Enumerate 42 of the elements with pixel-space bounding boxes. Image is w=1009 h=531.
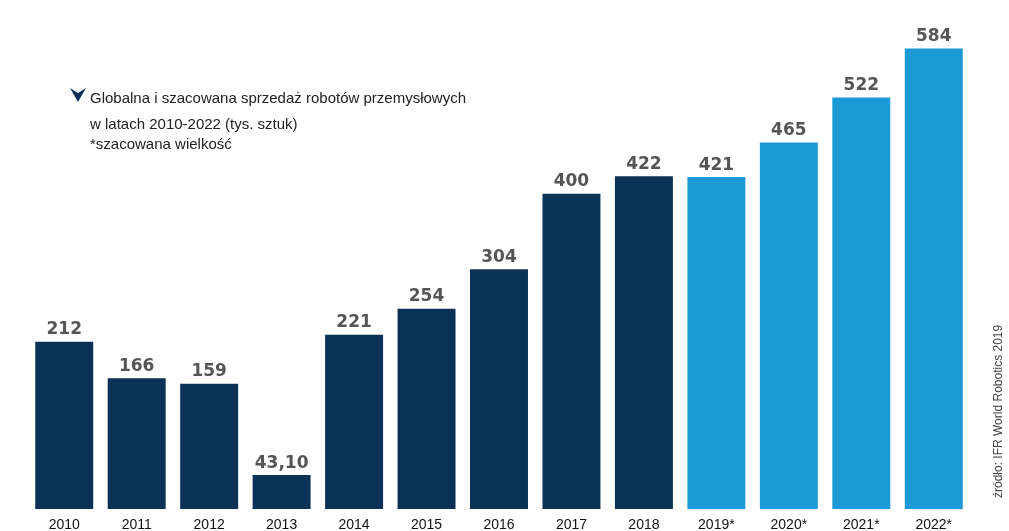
x-tick-label: 2020* (770, 516, 808, 531)
bar (107, 378, 166, 509)
bar (397, 308, 456, 509)
bar (325, 334, 384, 509)
x-tick-label: 2022* (915, 516, 953, 531)
data-label: 400 (553, 170, 590, 191)
text: *szacowana wielkość (90, 135, 233, 152)
data-label: 465 (771, 118, 807, 139)
x-tick-label: 2010 (48, 516, 81, 531)
data-label: 422 (626, 152, 662, 173)
data-label: 421 (698, 153, 735, 174)
x-tick-label: 2021* (843, 516, 881, 531)
bar (832, 97, 891, 509)
data-label: 166 (118, 354, 155, 375)
bar (180, 383, 239, 509)
x-tick-label: 2016 (483, 516, 515, 531)
bar (904, 48, 963, 509)
x-tick-label: 2011 (121, 516, 152, 531)
x-tick-label: 2013 (266, 516, 298, 531)
bar (542, 193, 601, 509)
x-tick-label: 2018 (628, 516, 660, 531)
x-tick-label: 2014 (338, 516, 370, 531)
x-tick-label: 2012 (193, 516, 225, 531)
data-label: 522 (843, 73, 880, 94)
x-tick-label: 2015 (410, 516, 443, 531)
data-label: 304 (481, 245, 517, 266)
text: Globalna i szacowana sprzedaż robotów przemysłowych w latach 2010-2022 (tys. sztuk) (89, 88, 467, 132)
data-label: 584 (916, 25, 952, 46)
bar (614, 176, 673, 509)
data-label: 254 (408, 285, 445, 306)
bar (759, 142, 818, 509)
x-tick-label: 2017 (555, 516, 588, 531)
data-label: 212 (46, 318, 82, 339)
data-label: 159 (191, 360, 227, 381)
data-label: 221 (336, 311, 372, 332)
bar (470, 269, 528, 509)
bar (35, 341, 94, 509)
bar (252, 475, 311, 509)
x-tick-label: 2019* (698, 516, 736, 531)
bar (687, 177, 746, 509)
data-label: 43,10 (254, 451, 309, 472)
text: źródło: IFR World Robotics 2019 (991, 324, 1005, 498)
